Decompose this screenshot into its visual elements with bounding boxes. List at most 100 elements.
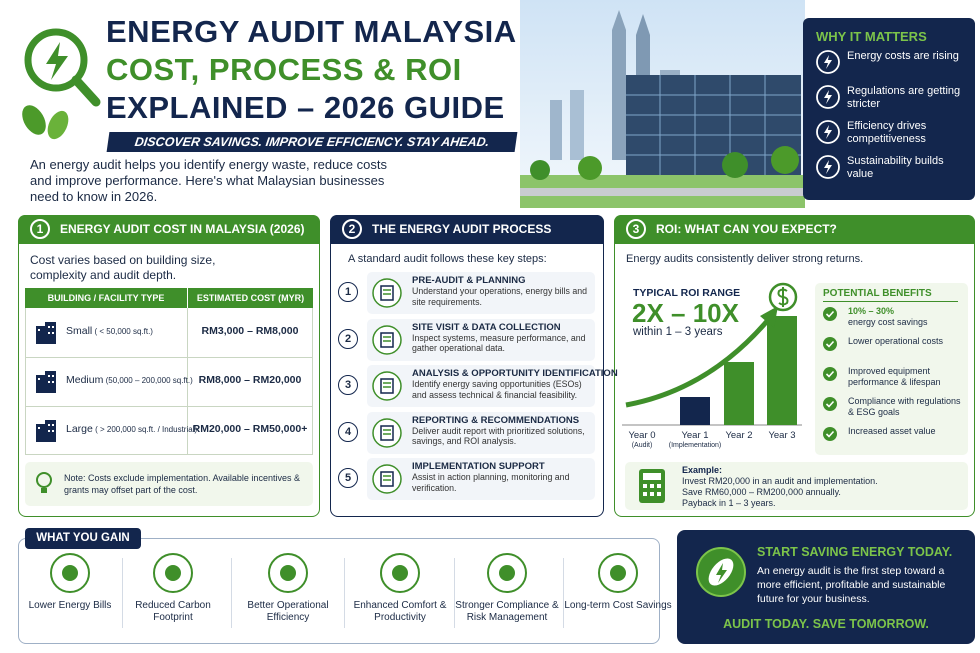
building-icon <box>36 371 56 393</box>
gain-divider <box>230 558 232 628</box>
gain-divider <box>562 558 564 628</box>
note-box <box>25 462 313 506</box>
gain-item: Lower Energy Bills <box>28 600 112 611</box>
why-title: WHY IT MATTERS <box>816 29 927 44</box>
why-item: Energy costs are rising <box>847 50 959 62</box>
benefit-sub: energy cost savings <box>848 317 928 327</box>
gain-card <box>18 538 660 644</box>
col-divider <box>187 357 188 406</box>
intro: An energy audit helps you identify energ… <box>30 157 387 204</box>
cost-description: Cost varies based on building size, comp… <box>30 253 216 282</box>
roi-chart <box>622 282 802 426</box>
gain-icon <box>380 553 420 593</box>
col-divider <box>187 406 188 455</box>
step-icon <box>372 371 402 401</box>
benefits-box <box>815 283 968 455</box>
why-item: Efficiency drives competitiveness <box>847 120 927 145</box>
title-line: COST, PROCESS & ROI <box>106 52 462 87</box>
why-icon <box>816 50 840 74</box>
cta-title: START SAVING ENERGY TODAY. <box>757 545 953 559</box>
row-divider <box>25 406 313 407</box>
example-line: Save RM60,000 – RM200,000 annually. <box>682 487 841 497</box>
step-box <box>367 272 595 314</box>
cost-note: Note: Costs exclude implementation. Avai… <box>64 473 300 495</box>
step-box <box>367 318 595 361</box>
section-number: 2 <box>342 219 362 239</box>
year-label: Year 3 <box>768 430 796 441</box>
section-number: 1 <box>30 219 50 239</box>
title-line: ENERGY AUDIT MALAYSIA <box>106 14 517 49</box>
benefit-icon <box>823 397 837 411</box>
row-divider <box>25 357 313 358</box>
gain-divider <box>344 558 345 628</box>
cost-header: ENERGY AUDIT COST IN MALAYSIA (2026) <box>18 215 320 244</box>
roi-header: ROI: WHAT CAN YOU EXPECT? <box>614 215 975 244</box>
tagline: DISCOVER SAVINGS. IMPROVE EFFICIENCY. ST… <box>106 132 518 152</box>
building-icon <box>36 420 56 442</box>
cost-range: RM20,000 – RM50,000+ <box>192 423 308 435</box>
example-box <box>625 462 968 510</box>
example-line: Invest RM20,000 in an audit and implemen… <box>682 476 878 486</box>
step-title: IMPLEMENTATION SUPPORT <box>412 461 545 472</box>
roi-period: within 1 – 3 years <box>633 326 723 338</box>
benefit-item: Increased asset value <box>848 426 936 436</box>
table-header: BUILDING / FACILITY TYPE <box>25 288 187 308</box>
gain-divider <box>453 558 455 628</box>
building-size: ( > 200,000 sq.ft. / Industrial) <box>92 425 198 434</box>
gain-item: Long-term Cost Savings <box>564 600 672 611</box>
benefits-title: POTENTIAL BENEFITS <box>823 288 958 302</box>
year-label: Year 0 <box>628 430 656 441</box>
title-line: EXPLAINED – 2026 GUIDE <box>106 90 505 125</box>
gain-icon <box>268 553 308 593</box>
step-box <box>367 458 595 500</box>
benefit-icon <box>823 307 837 321</box>
why-item: Sustainability builds value <box>847 155 944 180</box>
step-icon <box>372 464 402 494</box>
why-icon <box>816 120 840 144</box>
benefit-icon <box>823 427 837 441</box>
gain-icon <box>487 553 527 593</box>
step-title: REPORTING & RECOMMENDATIONS <box>412 414 580 426</box>
bulb-icon <box>36 472 52 493</box>
step-number: 3 <box>338 375 358 395</box>
gain-item: Reduced Carbon Footprint <box>135 600 211 623</box>
year-label: Year 2 <box>725 430 753 441</box>
step-text: Identify energy saving opportunities (ES… <box>412 379 582 400</box>
step-number: 5 <box>338 468 358 488</box>
benefit-item: Improved equipment performance & lifespa… <box>848 366 941 387</box>
cityscape <box>520 0 805 208</box>
year-label: Year 1 <box>681 430 709 441</box>
step-title: SITE VISIT & DATA COLLECTION <box>412 321 561 333</box>
building-icon <box>36 322 56 344</box>
benefit-item: Lower operational costs <box>848 336 944 346</box>
gain-item: Better Operational Efficiency <box>247 600 329 623</box>
section-number: 3 <box>626 219 646 239</box>
step-title: PRE-AUDIT & PLANNING <box>412 275 526 286</box>
calculator-icon <box>639 469 665 503</box>
col-divider <box>187 308 188 357</box>
step-icon <box>372 417 402 448</box>
why-item: Regulations are getting stricter <box>847 85 961 110</box>
gain-icon <box>153 553 193 593</box>
step-number: 2 <box>338 328 358 349</box>
roi-range-label: TYPICAL ROI RANGE <box>633 287 741 299</box>
gain-icon <box>598 553 638 593</box>
roi-range: 2X – 10X <box>632 298 739 328</box>
why-icon <box>816 85 840 109</box>
step-icon <box>372 278 402 308</box>
why-icon <box>816 155 840 179</box>
building-type: Medium (50,000 – 200,000 sq.ft.) <box>66 374 193 386</box>
gain-icon <box>50 553 90 593</box>
benefit-icon <box>823 337 837 351</box>
gain-item: Enhanced Comfort & Productivity <box>353 600 447 623</box>
year-sub: (Implementation) <box>668 442 722 449</box>
step-text: Assist in action planning, monitoring an… <box>412 472 570 493</box>
process-intro: A standard audit follows these key steps… <box>348 253 547 265</box>
gain-item: Stronger Compliance & Risk Management <box>455 600 559 623</box>
cost-range: RM3,000 – RM8,000 <box>201 325 299 337</box>
gain-divider <box>121 558 123 628</box>
building-type: Small ( < 50,000 sq.ft.) <box>66 325 153 337</box>
step-text: Deliver audit report with prioritized so… <box>412 425 585 447</box>
logo-icon <box>22 28 101 140</box>
